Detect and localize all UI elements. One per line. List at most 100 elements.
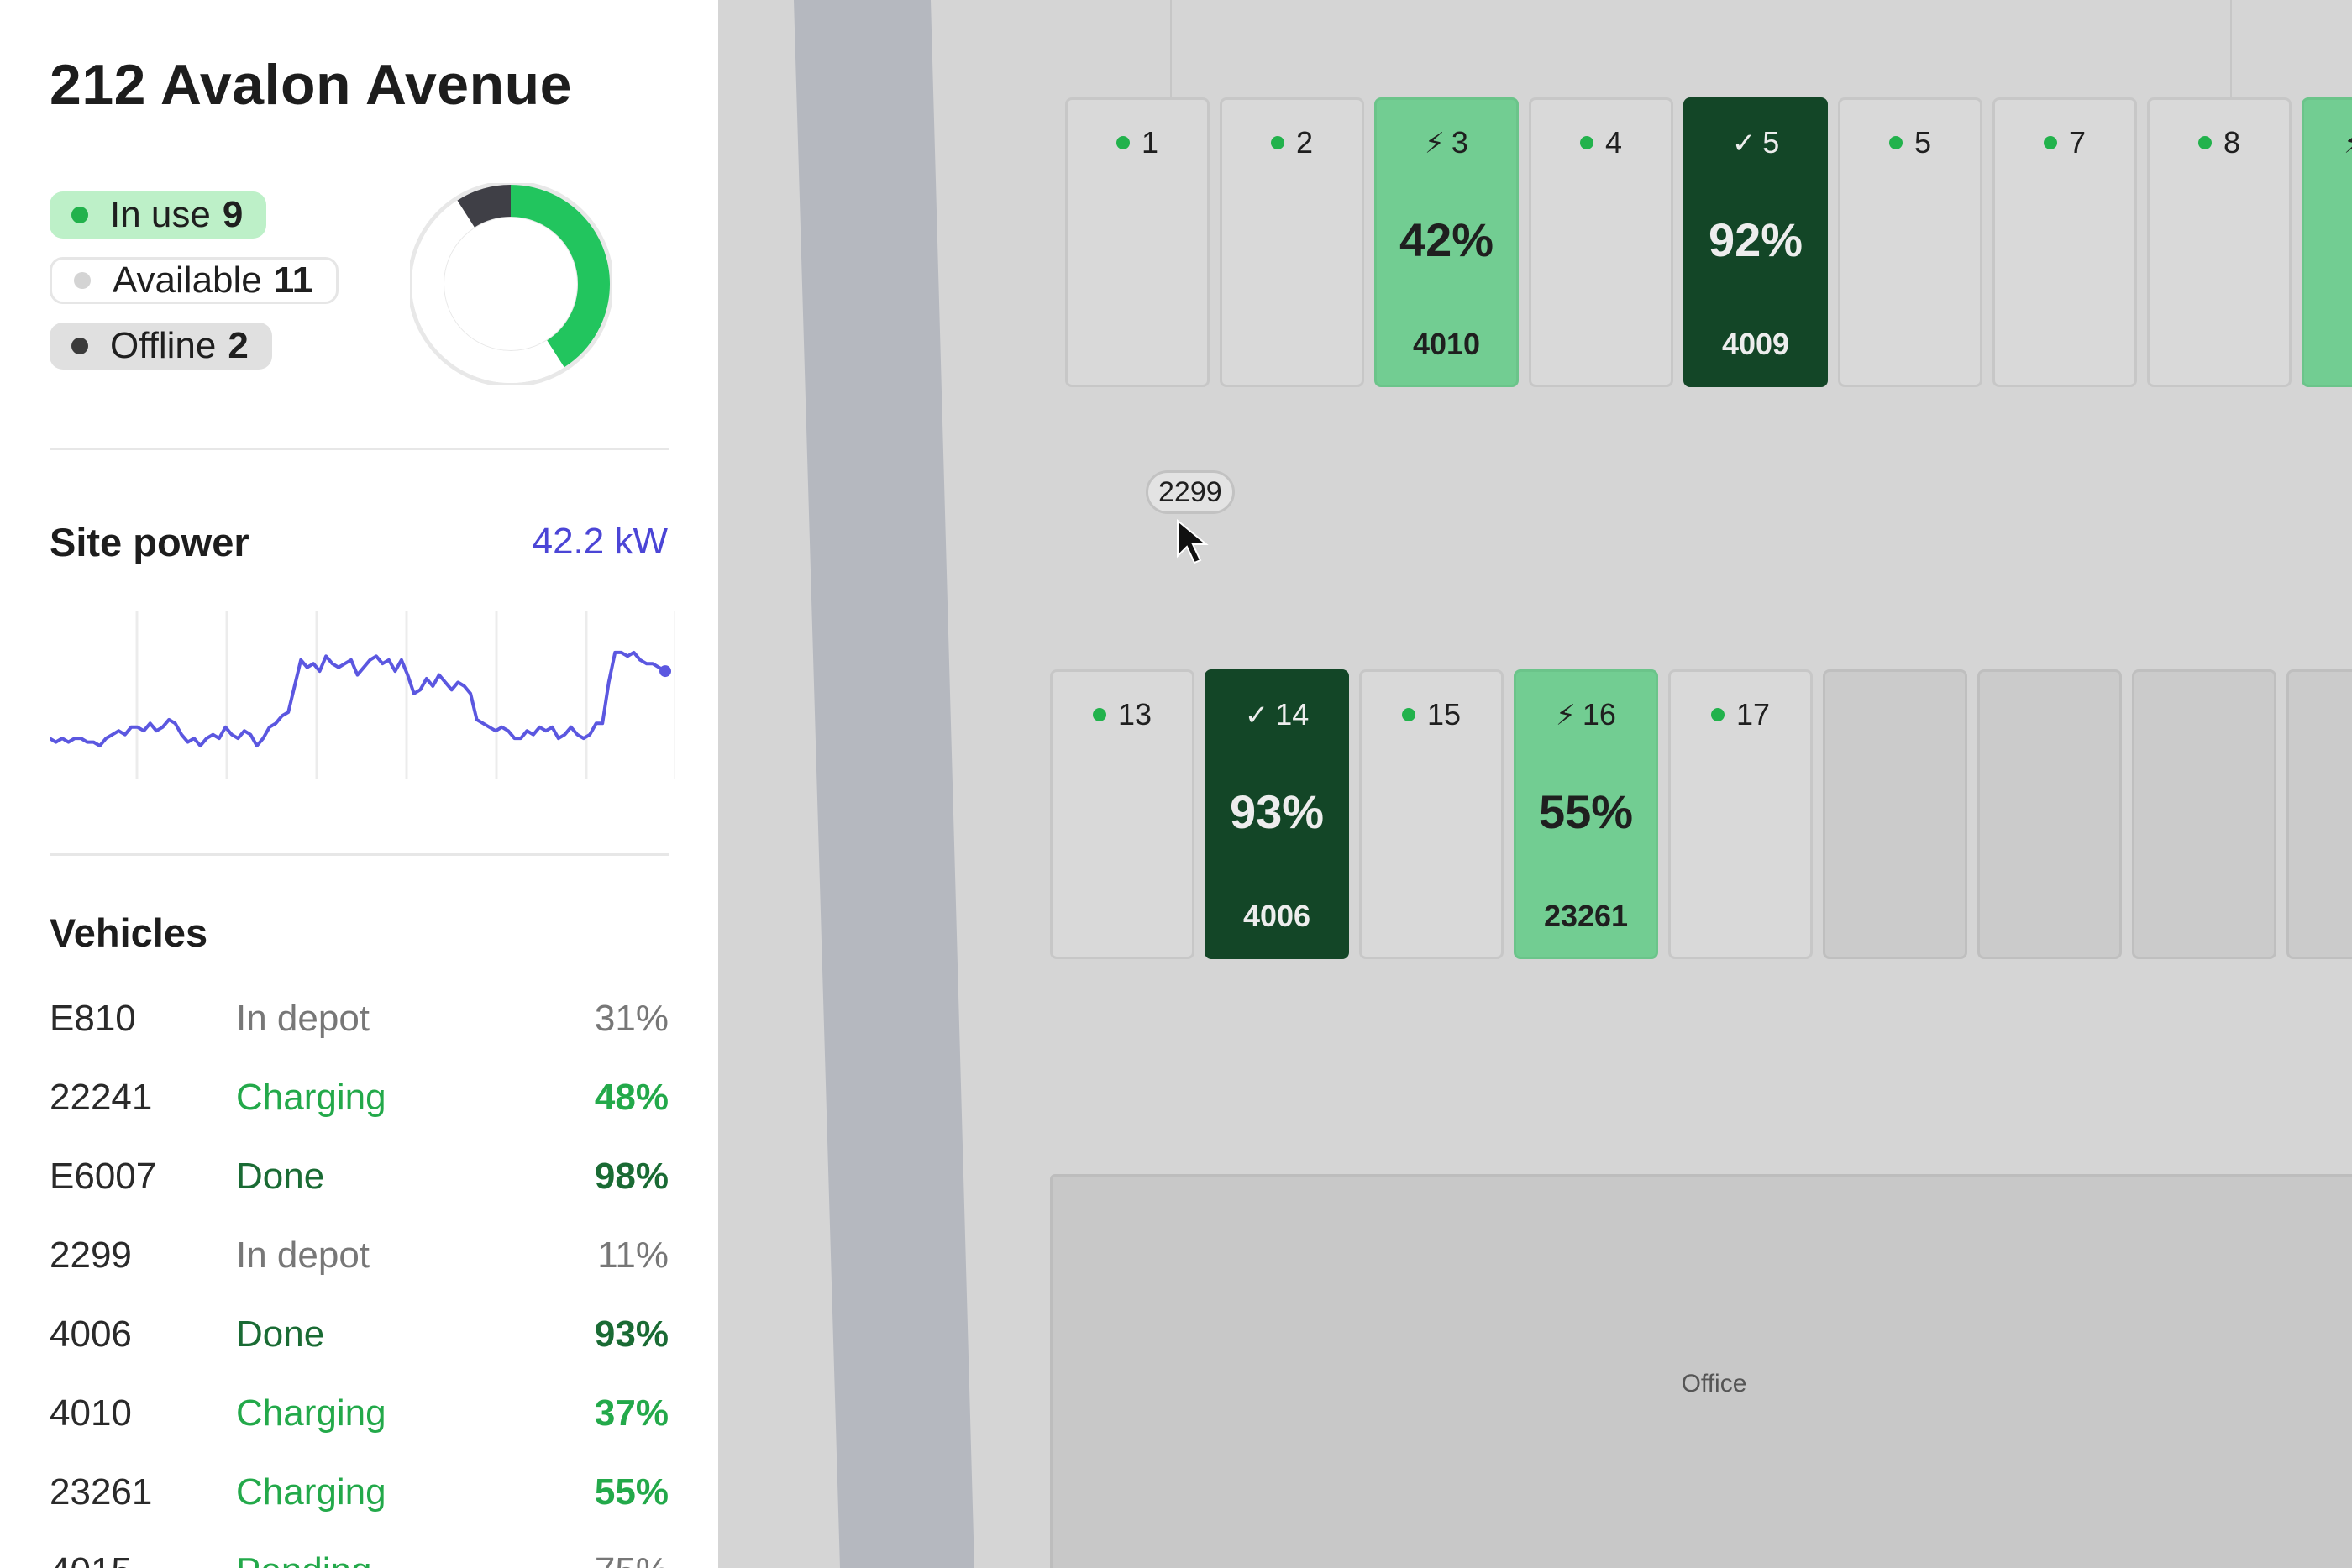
available-filter[interactable]: Available 11 [50, 257, 339, 304]
bay-number: 3 [1451, 125, 1468, 160]
vehicle-charge: 37% [594, 1392, 669, 1434]
in-use-count: 9 [222, 194, 244, 235]
vehicles-title: Vehicles [50, 910, 208, 955]
charging-bay-7[interactable]: 7 [1992, 97, 2137, 387]
available-dot-icon [1116, 136, 1130, 149]
vehicle-status: In depot [236, 998, 370, 1039]
charging-bay-8[interactable]: 8 [2147, 97, 2292, 387]
bay-number: 1 [1141, 125, 1159, 160]
vehicle-status: Charging [236, 1471, 386, 1513]
bay-number: 13 [1117, 697, 1152, 732]
site-power-value: 42.2 kW [532, 521, 668, 562]
vehicle-id: 4010 [50, 1392, 132, 1434]
charging-bay-14[interactable]: ✓ 14 93% 4006 [1205, 669, 1349, 959]
power-series-line [50, 650, 667, 747]
bay-charge-percent: 93% [1229, 785, 1325, 838]
check-icon: ✓ [1731, 128, 1756, 160]
offline-dot-icon [71, 338, 88, 354]
lightning-icon: ⚡ [2344, 127, 2352, 160]
vehicle-row[interactable]: E6007 Done 98% [50, 1156, 669, 1206]
bay-number: 15 [1426, 697, 1462, 732]
vehicle-row[interactable]: 4006 Done 93% [50, 1314, 669, 1364]
charging-bay-13[interactable]: 13 [1050, 669, 1194, 959]
available-dot-icon [2197, 136, 2212, 149]
bay-charge-percent: 55% [1538, 785, 1634, 838]
vehicle-status: Done [236, 1156, 325, 1197]
bay-header: 7 [1995, 125, 2134, 160]
bay-header: 8 [2150, 125, 2289, 160]
bay-header: 4 [1531, 125, 1671, 160]
charging-bay-1[interactable]: 1 [1065, 97, 1210, 387]
bay-header: ⚡23 [2304, 125, 2352, 160]
bay-number: 2 [1295, 125, 1314, 160]
bay-header: 13 [1053, 697, 1192, 732]
vehicle-row[interactable]: 4015 Pending 75% [50, 1550, 669, 1568]
road-lane [794, 0, 974, 1568]
vehicle-id: E810 [50, 998, 136, 1039]
charging-bay-16[interactable]: ⚡ 16 55% 23261 [1514, 669, 1658, 959]
parking-bay-empty[interactable] [1823, 669, 1967, 959]
bay-vehicle-id: 23261 [1543, 899, 1629, 933]
vehicle-charge: 55% [594, 1471, 669, 1513]
in-use-filter[interactable]: In use 9 [50, 191, 267, 239]
lane-marker [1170, 0, 1172, 97]
in-use-label: In use [110, 194, 211, 235]
in-use-dot-icon [71, 207, 88, 223]
bay-header: 5 [1840, 125, 1980, 160]
vehicle-id: 22241 [50, 1077, 153, 1118]
vehicle-status: Pending [236, 1550, 371, 1568]
charging-bay-17[interactable]: 17 [1668, 669, 1813, 959]
status-donut-chart [410, 183, 612, 385]
offline-count: 2 [228, 325, 249, 366]
office-label: Office [1681, 1370, 1747, 1398]
bay-number: 16 [1582, 697, 1616, 732]
office-building: Office [1050, 1174, 2352, 1568]
charging-bay-5[interactable]: 5 [1838, 97, 1982, 387]
charging-bay-3[interactable]: ⚡ 3 42% 4010 [1374, 97, 1519, 387]
charging-bay-15[interactable]: 15 [1359, 669, 1504, 959]
vehicle-charge: 75% [595, 1550, 669, 1568]
parking-bay-empty[interactable] [2286, 669, 2352, 959]
bay-number: 4 [1604, 125, 1623, 160]
vehicle-charge: 48% [594, 1077, 669, 1118]
vehicle-status: Charging [236, 1392, 386, 1434]
offline-filter[interactable]: Offline 2 [50, 323, 272, 370]
vehicle-row[interactable]: 2299 In depot 11% [50, 1235, 669, 1285]
bay-number: 5 [1914, 125, 1932, 160]
vehicle-id: E6007 [50, 1156, 157, 1197]
lightning-icon: ⚡ [1425, 128, 1445, 160]
available-dot-icon [2043, 136, 2057, 149]
available-label: Available [113, 260, 262, 301]
charging-bay-23[interactable]: ⚡23 6 8. [2302, 97, 2352, 387]
charging-bay-2[interactable]: 2 [1220, 97, 1364, 387]
parking-bay-empty[interactable] [2132, 669, 2276, 959]
vehicle-row[interactable]: 4010 Charging 37% [50, 1392, 669, 1443]
check-icon: ✓ [1244, 700, 1269, 732]
vehicle-charge: 98% [594, 1156, 669, 1197]
vehicle-status: Done [236, 1314, 325, 1355]
bay-charge-percent: 92% [1708, 213, 1803, 266]
site-power-chart [50, 611, 675, 779]
available-count: 11 [273, 260, 313, 301]
charging-bay-4[interactable]: 4 [1529, 97, 1673, 387]
bay-header: 2 [1222, 125, 1362, 160]
vehicle-row[interactable]: 23261 Charging 55% [50, 1471, 669, 1522]
vehicle-id: 4006 [50, 1314, 132, 1355]
parking-bay-empty[interactable] [1977, 669, 2122, 959]
available-dot-icon [1401, 708, 1415, 721]
vehicle-id: 2299 [50, 1235, 132, 1276]
bay-header: 1 [1068, 125, 1207, 160]
bay-vehicle-id: 8. [2304, 327, 2352, 362]
available-dot-icon [74, 272, 91, 289]
vehicle-row[interactable]: E810 In depot 31% [50, 998, 669, 1048]
lightning-icon: ⚡ [1556, 700, 1576, 732]
charging-bay-5[interactable]: ✓ 5 92% 4009 [1683, 97, 1828, 387]
donut-segment-available [412, 185, 610, 383]
available-dot-icon [1579, 136, 1593, 149]
bay-number: 5 [1762, 125, 1780, 160]
vehicle-id: 23261 [50, 1471, 153, 1513]
bay-header: 17 [1671, 697, 1810, 732]
vehicle-row[interactable]: 22241 Charging 48% [50, 1077, 669, 1127]
available-dot-icon [1710, 708, 1725, 721]
bay-vehicle-id: 4010 [1412, 327, 1481, 361]
